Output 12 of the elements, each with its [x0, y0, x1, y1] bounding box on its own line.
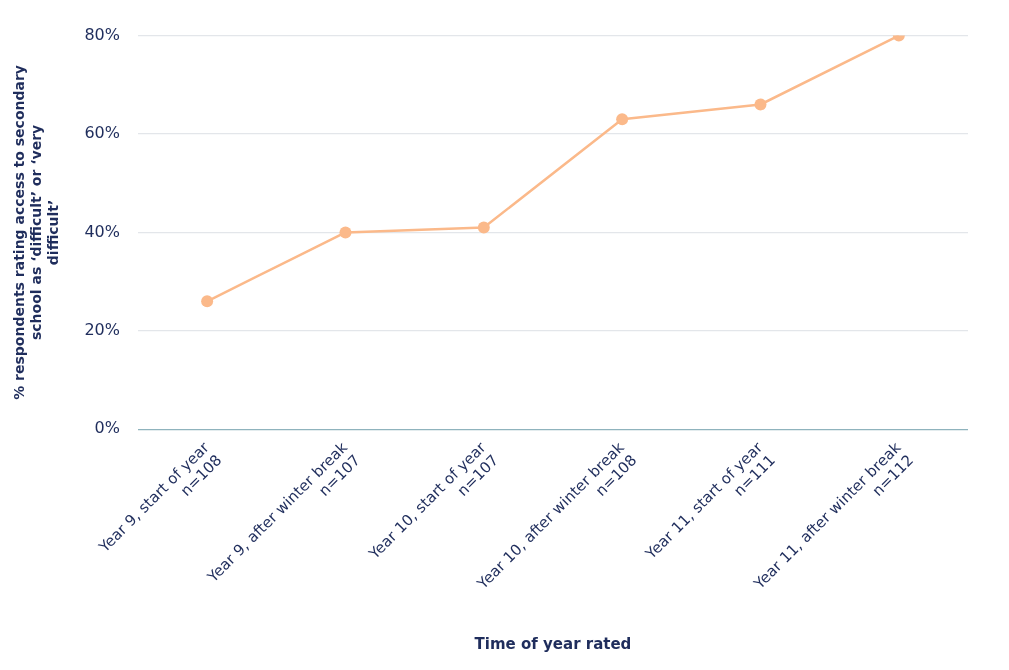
point: [616, 113, 629, 126]
point: [477, 221, 490, 234]
point: [339, 226, 352, 239]
y-axis-title: % respondents rating access to secondary school as ‘difficult’ or ‘very difficult’: [11, 65, 61, 400]
y-tick-label: 40%: [84, 221, 120, 241]
y-tick-label: 0%: [94, 418, 120, 438]
y-tick-label: 60%: [84, 123, 120, 143]
x-axis-title: Time of year rated: [474, 634, 632, 653]
y-tick-label: 80%: [84, 24, 120, 44]
point: [201, 295, 214, 308]
point: [754, 98, 767, 111]
y-tick-label: 20%: [84, 319, 120, 339]
